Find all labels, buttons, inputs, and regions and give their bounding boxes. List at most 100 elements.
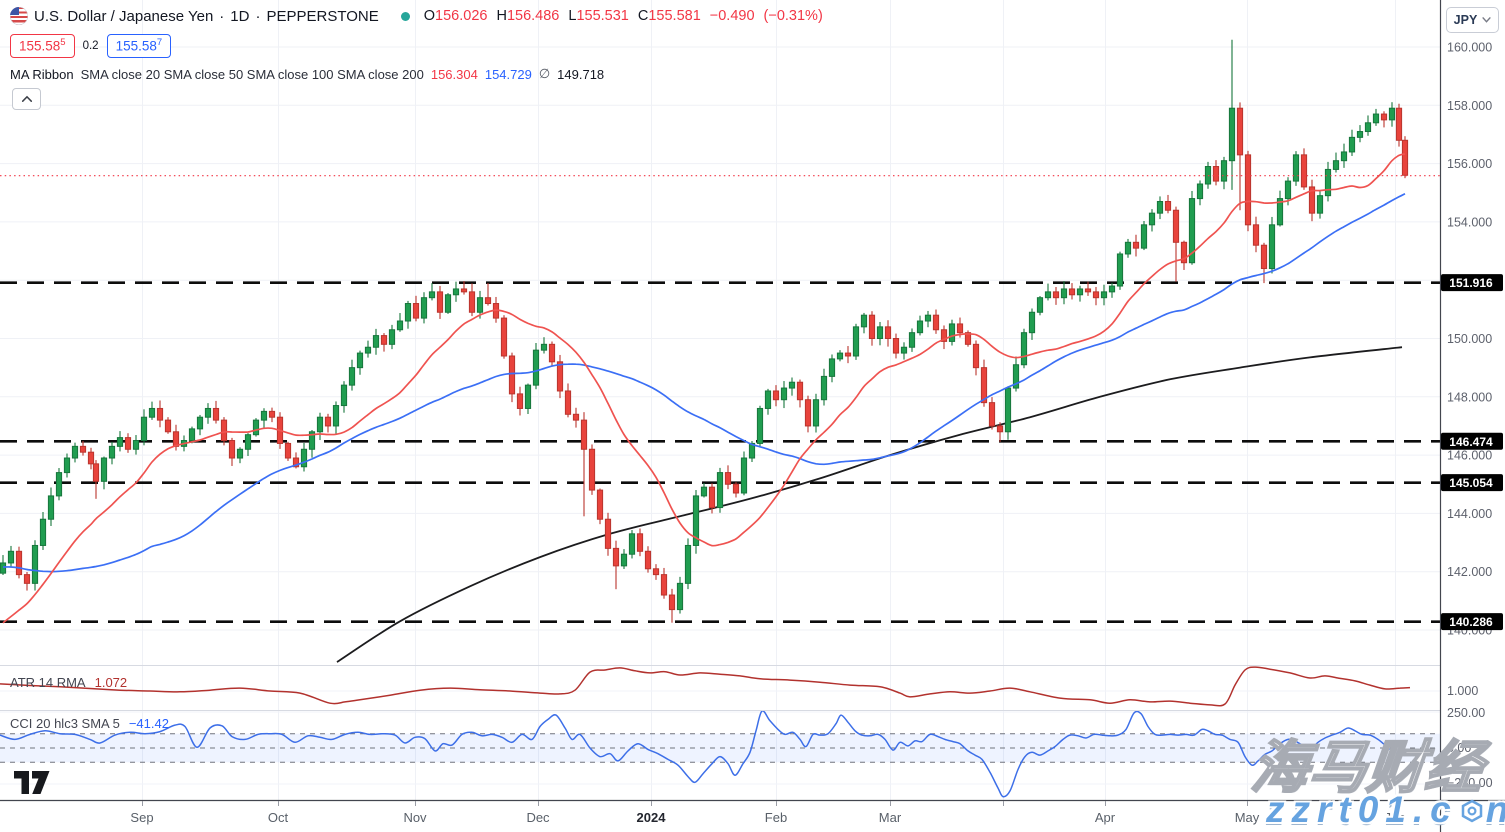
candle: [652, 568, 660, 576]
candle: [588, 448, 596, 491]
candle: [748, 442, 756, 459]
candle: [156, 407, 164, 421]
ask-price-button[interactable]: 155.587: [106, 34, 172, 58]
candle: [708, 486, 716, 509]
candle: [500, 317, 508, 357]
candle: [1300, 154, 1308, 188]
candle: [356, 352, 364, 369]
candle: [1140, 224, 1148, 249]
ma-ribbon-legend[interactable]: MA Ribbon SMA close 20 SMA close 50 SMA …: [10, 66, 604, 82]
candle: [1124, 241, 1132, 255]
candle: [55, 472, 63, 497]
svg-text:148.000: 148.000: [1447, 390, 1492, 404]
sma200-value: 149.718: [557, 66, 605, 82]
svg-text:0.00: 0.00: [1447, 741, 1471, 755]
currency-unit-dropdown[interactable]: JPY: [1446, 7, 1499, 33]
candle: [212, 407, 220, 421]
candle: [636, 533, 644, 552]
cci-legend[interactable]: CCI 20 hlc3 SMA 5 −41.42: [10, 716, 169, 731]
candle: [148, 407, 156, 418]
svg-text:May: May: [1235, 810, 1260, 825]
candle: [1395, 107, 1403, 141]
candle: [332, 405, 340, 427]
candle: [204, 407, 212, 418]
bid-price-button[interactable]: 155.585: [10, 34, 75, 58]
candle: [1260, 244, 1268, 270]
quote-row: 155.585 0.2 155.587: [10, 34, 172, 58]
candle: [996, 425, 1004, 433]
timeframe-label[interactable]: 1D: [230, 7, 250, 25]
candle: [1180, 241, 1188, 264]
candle: [644, 550, 652, 570]
candle: [292, 457, 300, 468]
candle: [604, 518, 612, 549]
candle: [596, 489, 604, 520]
candle: [252, 419, 260, 436]
candle: [1028, 311, 1036, 334]
candle: [1316, 195, 1324, 214]
candle: [39, 518, 47, 546]
candle: [460, 288, 468, 293]
candle: [964, 332, 972, 345]
candle: [844, 352, 852, 357]
candle: [1308, 186, 1316, 214]
candle: [79, 445, 87, 453]
candle: [1076, 288, 1084, 296]
chevron-down-icon: [1482, 17, 1491, 23]
candle: [924, 314, 932, 322]
ma-ribbon-params: SMA close 20 SMA close 50 SMA close 100 …: [80, 66, 424, 82]
candle: [772, 390, 780, 401]
open-value: 156.026: [435, 8, 488, 24]
svg-text:Apr: Apr: [1095, 810, 1116, 825]
svg-text:150.000: 150.000: [1447, 332, 1492, 346]
candle: [868, 314, 876, 339]
candle: [1036, 297, 1044, 313]
candle: [980, 367, 988, 404]
candle: [948, 323, 956, 342]
spread-value: 0.2: [82, 39, 99, 52]
candle: [1388, 107, 1396, 121]
candle: [1172, 209, 1180, 243]
candle: [116, 437, 124, 447]
candle: [412, 303, 420, 319]
separator-dot: ·: [219, 7, 225, 25]
candle: [852, 326, 860, 357]
candle: [420, 297, 428, 319]
exchange-label[interactable]: PEPPERSTONE: [266, 7, 379, 25]
candle: [300, 448, 308, 468]
candle: [396, 320, 404, 331]
candle: [1332, 160, 1340, 170]
candle: [1380, 113, 1388, 121]
candle: [468, 291, 476, 313]
sma200-line: [336, 346, 1403, 663]
symbol-title[interactable]: U.S. Dollar / Japanese Yen: [34, 7, 214, 25]
svg-text:2024: 2024: [637, 810, 667, 825]
candle: [860, 314, 868, 328]
candle: [1196, 183, 1204, 200]
candle: [132, 440, 140, 450]
candle: [47, 495, 55, 520]
symbol-header: U.S. Dollar / Japanese Yen · 1D · PEPPER…: [10, 7, 823, 25]
candle: [620, 553, 628, 567]
atr-legend[interactable]: ATR 14 RMA 1.072: [10, 675, 127, 690]
collapse-legend-button[interactable]: [12, 88, 41, 110]
candle: [428, 291, 436, 299]
level-price-badge: [1441, 432, 1503, 450]
candle: [1092, 291, 1100, 299]
candle: [780, 387, 788, 401]
candle: [1108, 285, 1116, 293]
candle: [564, 390, 572, 415]
level-price-badge: [1441, 613, 1503, 631]
candle: [236, 448, 244, 459]
candle: [1020, 332, 1028, 366]
svg-text:Feb: Feb: [765, 810, 787, 825]
candle: [972, 343, 980, 369]
candle: [556, 361, 564, 392]
candle: [108, 445, 116, 459]
svg-text:146.000: 146.000: [1447, 449, 1492, 463]
candle: [260, 410, 268, 421]
svg-text:Dec: Dec: [526, 810, 550, 825]
candle: [476, 297, 484, 313]
candle: [788, 381, 796, 389]
